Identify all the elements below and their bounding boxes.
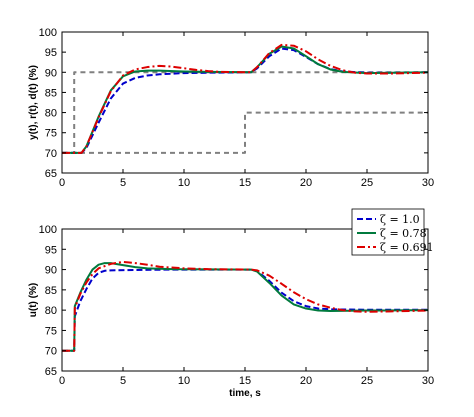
- x-tick-label: 30: [422, 177, 434, 189]
- y-axis-label: u(t) (%): [28, 283, 39, 317]
- x-tick-label: 25: [361, 375, 373, 387]
- x-tick-label: 20: [300, 375, 312, 387]
- top-chart-panel: 0 5 10 15 20 25 30 65 70 75 80 85 90 95 100 y(t), r(t),…: [28, 27, 434, 189]
- x-axis-label: time, s: [229, 388, 261, 399]
- x-tick-label: 10: [178, 375, 190, 387]
- series-line-0-691: [62, 43, 429, 154]
- series-line-disturbance: [62, 111, 428, 154]
- legend: ζ = 1.0ζ = 0.78ζ = 0.691: [351, 208, 434, 256]
- y-tick-label: 85: [45, 87, 57, 99]
- legend-entry-label: ζ = 0.78: [380, 227, 427, 240]
- y-tick-label: 70: [45, 148, 57, 160]
- y-tick-label: 65: [45, 168, 57, 180]
- series-line-0-78: [62, 262, 429, 352]
- x-tick-label: 25: [361, 177, 373, 189]
- x-tick-label: 5: [120, 177, 126, 189]
- y-tick-label: 80: [45, 108, 57, 120]
- y-tick-label: 90: [45, 67, 57, 79]
- series-line-0-691: [62, 260, 429, 352]
- y-tick-label: 85: [45, 285, 57, 297]
- x-tick-label: 15: [239, 177, 251, 189]
- x-tick-label: 20: [300, 177, 312, 189]
- x-tick-label: 30: [422, 375, 434, 387]
- x-tick-label: 10: [178, 177, 190, 189]
- y-axis-label: y(t), r(t), d(t) (%): [28, 65, 39, 140]
- y-tick-label: 95: [45, 47, 57, 59]
- y-tick-label: 90: [45, 265, 57, 277]
- series-line-1-0: [62, 268, 428, 352]
- x-tick-label: 5: [120, 375, 126, 387]
- y-tick-label: 65: [45, 366, 57, 378]
- legend-entry-label: ζ = 0.691: [380, 241, 434, 254]
- y-tick-label: 70: [45, 346, 57, 358]
- legend-entry-label: ζ = 1.0: [380, 213, 420, 226]
- y-tick-label: 100: [39, 27, 57, 39]
- y-tick-label: 75: [45, 325, 57, 337]
- y-tick-label: 75: [45, 128, 57, 140]
- bottom-chart-panel: 0 5 10 15 20 25 30 65 70 75 80 85 90 95 100 u(t) (%) tim…: [28, 208, 434, 399]
- series-line-0-78: [62, 45, 429, 154]
- y-tick-label: 100: [39, 224, 57, 236]
- x-tick-label: 15: [239, 375, 251, 387]
- x-tick-label: 0: [59, 177, 65, 189]
- x-tick-label: 0: [59, 375, 65, 387]
- y-tick-label: 80: [45, 305, 57, 317]
- y-tick-label: 95: [45, 244, 57, 256]
